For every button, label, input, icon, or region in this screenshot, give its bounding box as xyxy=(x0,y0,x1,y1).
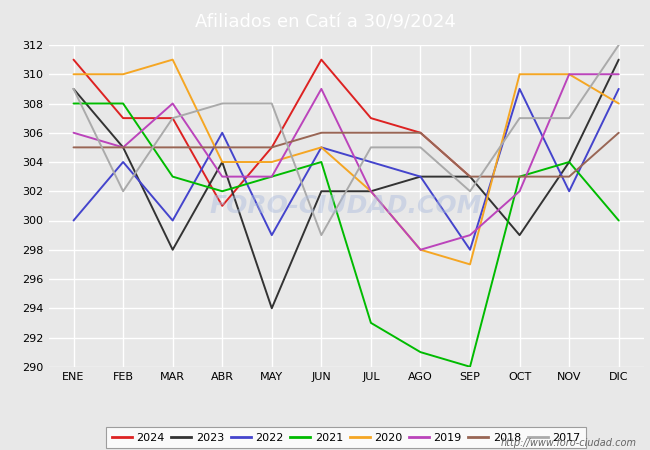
Text: http://www.foro-ciudad.com: http://www.foro-ciudad.com xyxy=(501,438,637,448)
Text: Afiliados en Catí a 30/9/2024: Afiliados en Catí a 30/9/2024 xyxy=(194,13,456,31)
Legend: 2024, 2023, 2022, 2021, 2020, 2019, 2018, 2017: 2024, 2023, 2022, 2021, 2020, 2019, 2018… xyxy=(107,427,586,448)
Text: FORO-CIUDAD.COM: FORO-CIUDAD.COM xyxy=(210,194,482,218)
